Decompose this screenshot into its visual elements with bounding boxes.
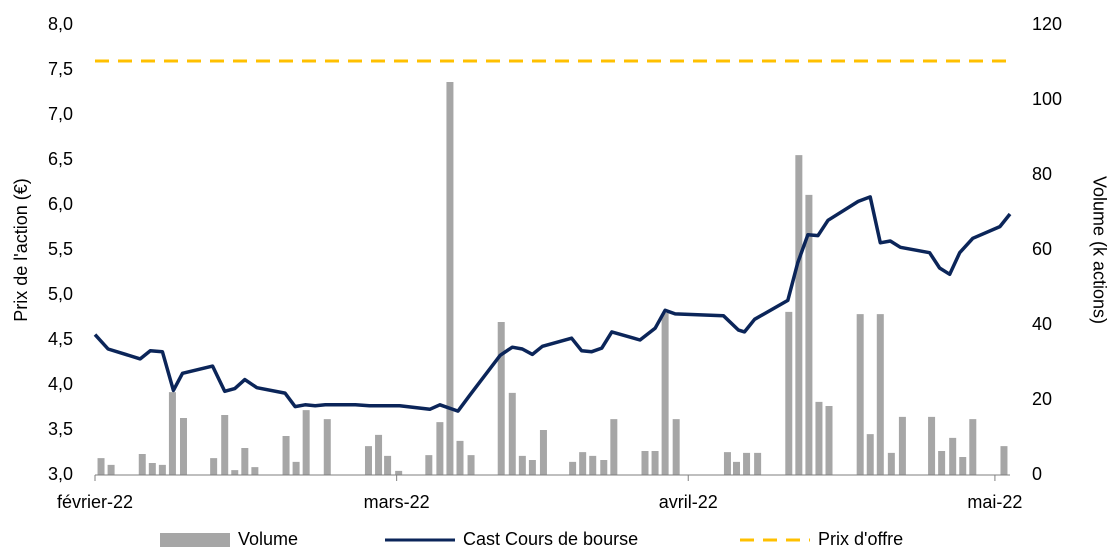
legend-label: Volume [238, 529, 298, 549]
price-line [93, 195, 1012, 413]
bar [436, 422, 444, 475]
y-tick-label: 6,0 [48, 194, 73, 214]
bar [723, 452, 731, 475]
bar [610, 419, 618, 475]
bar [282, 436, 290, 475]
bar [456, 440, 464, 475]
bar [600, 460, 608, 475]
bar [231, 470, 239, 475]
y2-tick-label: 100 [1032, 89, 1062, 109]
bar [221, 415, 229, 475]
bar [795, 155, 803, 475]
y-tick-label: 3,5 [48, 419, 73, 439]
bar [241, 448, 249, 475]
bar [1000, 446, 1008, 475]
bar [754, 452, 762, 475]
y-tick-label: 8,0 [48, 14, 73, 34]
legend-swatch [160, 533, 230, 547]
bar [528, 460, 536, 475]
bar [302, 410, 310, 475]
y-tick-label: 7,0 [48, 104, 73, 124]
bar [785, 311, 793, 475]
bar [938, 451, 946, 475]
bar [959, 457, 967, 475]
bar [508, 392, 516, 475]
bar [805, 194, 813, 475]
bar [446, 82, 454, 475]
bar [866, 434, 874, 475]
bar [148, 463, 156, 475]
bar [672, 419, 680, 475]
bar [97, 458, 105, 475]
bar [898, 416, 906, 475]
bar [641, 451, 649, 475]
bar [179, 418, 187, 475]
y-axis-label: Prix de l'action (€) [11, 178, 31, 322]
bar [425, 455, 433, 475]
bar [887, 452, 895, 475]
y2-tick-label: 0 [1032, 464, 1042, 484]
bar [395, 470, 403, 475]
y-tick-label: 7,5 [48, 59, 73, 79]
bar [949, 437, 957, 475]
bar [210, 458, 218, 475]
bar [497, 322, 505, 475]
bar [384, 455, 392, 475]
bar [168, 392, 176, 475]
bar [158, 464, 166, 475]
bar [292, 461, 300, 475]
x-tick-label: février-22 [57, 492, 133, 512]
x-tick-label: mars-22 [364, 492, 430, 512]
bar [928, 416, 936, 475]
bar [467, 455, 475, 475]
bar [539, 430, 547, 475]
y2-axis-label: Volume (k actions) [1089, 176, 1109, 324]
bar [375, 434, 383, 475]
x-tick-label: mai-22 [967, 492, 1022, 512]
y2-tick-label: 80 [1032, 164, 1052, 184]
y-tick-label: 5,5 [48, 239, 73, 259]
y2-tick-label: 20 [1032, 389, 1052, 409]
bar [856, 314, 864, 475]
bar [733, 461, 741, 475]
bar [518, 455, 526, 475]
y-tick-label: 4,5 [48, 329, 73, 349]
bar [969, 419, 977, 475]
bar [743, 452, 751, 475]
bar [138, 454, 146, 475]
bar [579, 452, 587, 475]
y-tick-label: 3,0 [48, 464, 73, 484]
bar [876, 314, 884, 475]
bar [825, 406, 833, 475]
legend-label: Cast Cours de bourse [463, 529, 638, 549]
bar [251, 467, 259, 475]
bar [815, 401, 823, 475]
bar [107, 464, 115, 475]
y2-tick-label: 120 [1032, 14, 1062, 34]
y2-tick-label: 60 [1032, 239, 1052, 259]
y-tick-label: 4,0 [48, 374, 73, 394]
bar [569, 461, 577, 475]
y-tick-label: 5,0 [48, 284, 73, 304]
bar [661, 313, 669, 475]
y-tick-label: 6,5 [48, 149, 73, 169]
bar [651, 451, 659, 475]
legend-label: Prix d'offre [818, 529, 903, 549]
y2-tick-label: 40 [1032, 314, 1052, 334]
bar [323, 419, 331, 475]
x-tick-label: avril-22 [659, 492, 718, 512]
bar [589, 455, 597, 475]
bar [364, 446, 372, 475]
